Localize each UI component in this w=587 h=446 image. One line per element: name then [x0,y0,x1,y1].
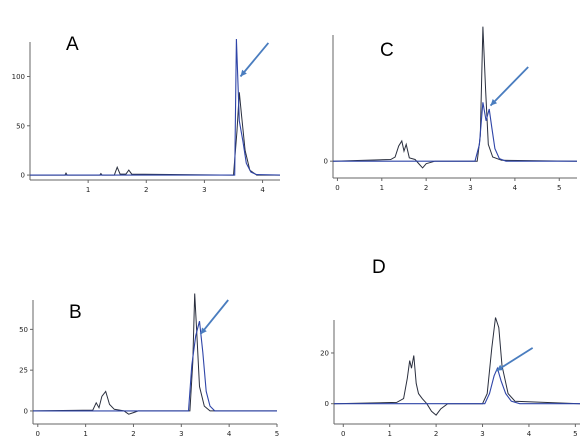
panel-a-y-tick-label: 100 [12,73,25,81]
panel-c-x-tick-label: 4 [513,184,518,192]
panel-b-x-tick-label: 5 [275,430,279,438]
panel-a-x-tick-label: 1 [86,186,90,194]
panel-d-trace-2 [334,366,580,405]
panel-a-arrow [239,42,270,78]
panel-d-plot: 0 1 2 3 4 5 0 20 [320,317,581,438]
panel-c-label: C [380,40,394,61]
panel-b-y-tick-label: 0 [24,407,28,415]
panel-d-y-tick-label: 0 [325,400,329,408]
panel-a-x-tick-label: 2 [144,186,148,194]
panel-b-arrow [199,299,229,335]
panel-d-x-tick-label: 0 [341,430,345,438]
panel-a-trace-1 [30,92,280,176]
panel-a-y-tick-label: 0 [21,172,25,180]
panel-d: D 0 1 2 3 4 5 0 20 [320,257,581,438]
panel-d-arrow [495,347,534,372]
panel-b-y-tick-label: 25 [19,367,28,375]
panel-b-label: B [69,302,82,323]
panel-c-x-tick-label: 0 [335,184,339,192]
panel-b-trace-1 [32,293,277,415]
panel-c-arrow-head [490,99,498,106]
panel-c-x-tick-label: 1 [380,184,384,192]
panel-a: A 1 2 3 4 0 50 100 [12,34,281,194]
panel-d-x-tick-label: 5 [573,430,577,438]
panel-c-plot: 0 1 2 3 4 5 0 [324,26,578,192]
panel-a-label: A [66,34,79,55]
panel-d-x-tick-label: 2 [434,430,438,438]
panel-c: C 0 1 2 3 4 5 0 [324,26,578,192]
panel-a-x-tick-label: 4 [260,186,265,194]
panel-b-y-tick-label: 50 [19,326,28,334]
panel-b-arrow-head [200,327,207,335]
panel-c-x-tick-label: 5 [557,184,561,192]
panel-a-y-tick-label: 50 [16,122,25,130]
panel-a-trace-2 [30,38,281,176]
panel-d-arrow-head [496,364,504,371]
panel-d-trace-1 [333,317,581,416]
panel-c-trace-1 [332,26,578,169]
panel-b-trace-2 [33,321,277,412]
panel-d-x-tick-label: 3 [480,430,484,438]
panel-b-x-tick-label: 1 [83,430,87,438]
panel-c-x-tick-label: 3 [468,184,472,192]
panel-b-x-tick-label: 4 [227,430,232,438]
panel-c-y-tick-label: 0 [324,158,328,166]
panel-a-plot: 1 2 3 4 0 50 100 [12,38,281,194]
panel-b-x-tick-label: 2 [131,430,135,438]
panel-d-y-tick-label: 20 [320,349,329,357]
panel-b-x-tick-label: 3 [179,430,183,438]
panel-a-arrow-head [240,69,247,77]
panel-d-label: D [372,257,386,278]
panel-d-x-tick-label: 4 [527,430,532,438]
panel-c-trace-2 [333,102,577,162]
panel-c-x-tick-label: 2 [424,184,428,192]
panel-a-x-tick-label: 3 [202,186,206,194]
panel-c-arrow [489,66,529,107]
panel-b-x-tick-label: 0 [36,430,40,438]
panel-d-x-tick-label: 1 [387,430,391,438]
